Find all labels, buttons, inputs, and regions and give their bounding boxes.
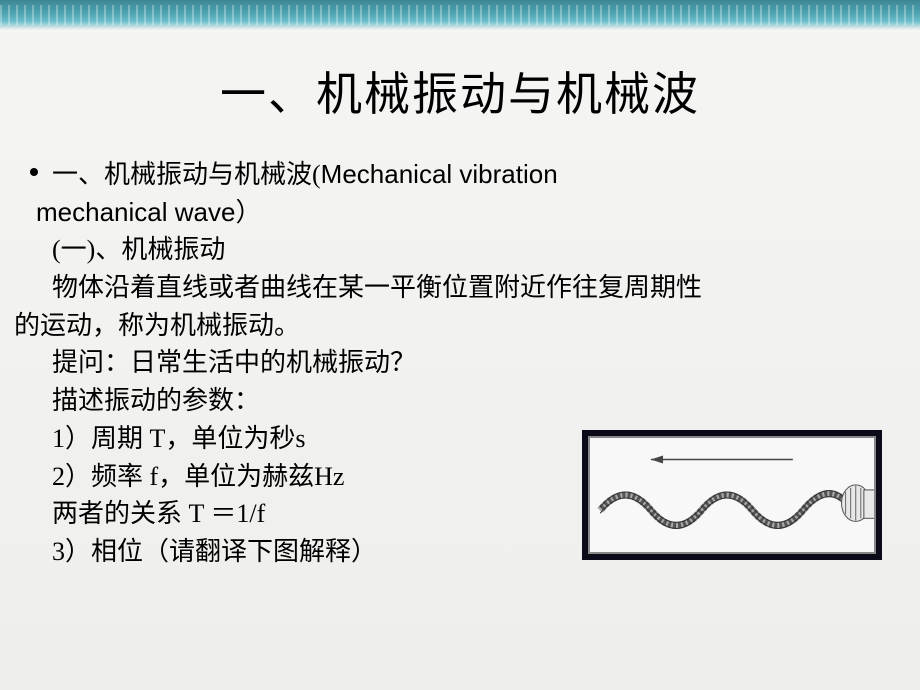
text-en-2a: mechanical wave	[36, 197, 235, 227]
content-line-5: 的运动，称为机械振动。	[14, 307, 880, 345]
arrow-head-icon	[651, 455, 663, 463]
content-line-3: (一)、机械振动	[52, 231, 880, 269]
text-cn-2b: ）	[235, 198, 261, 227]
decorative-top-border	[0, 0, 920, 30]
wave-diagram-figure	[582, 430, 882, 560]
content-line-4: 物体沿着直线或者曲线在某一平衡位置附近作往复周期性	[52, 269, 880, 307]
content-line-7: 描述振动的参数：	[52, 382, 880, 420]
bullet-icon	[30, 168, 38, 176]
wave-svg	[590, 438, 874, 552]
hand-icon	[842, 485, 874, 522]
text-cn-1a: 一、机械振动与机械波(	[52, 160, 321, 189]
wave-diagram-inner	[588, 436, 876, 554]
content-line-6: 提问：日常生活中的机械振动？	[52, 344, 880, 382]
text-en-1b: Mechanical vibration	[321, 159, 558, 189]
content-line-2: mechanical wave）	[36, 194, 880, 232]
content-line-1: 一、机械振动与机械波(Mechanical vibration	[52, 156, 880, 194]
